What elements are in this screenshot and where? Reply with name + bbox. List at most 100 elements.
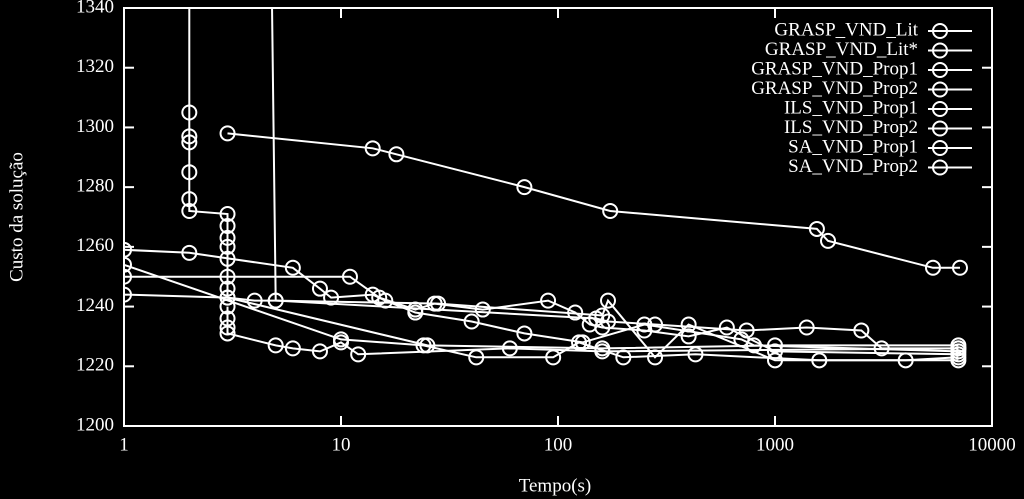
point <box>219 229 236 246</box>
point <box>516 179 533 196</box>
legend-label: GRASP_VND_Prop2 <box>751 78 918 99</box>
series-line <box>124 275 959 356</box>
y-tick-label: 1260 <box>76 235 114 256</box>
y-tick-label: 1300 <box>76 116 114 137</box>
point <box>219 125 236 142</box>
legend-marker <box>932 42 948 59</box>
point <box>600 292 617 309</box>
legend-marker <box>932 81 948 98</box>
point <box>124 256 132 273</box>
point <box>808 220 825 237</box>
series-line <box>271 8 959 350</box>
point <box>181 203 198 220</box>
y-tick-label: 1340 <box>76 0 114 17</box>
y-tick-label: 1220 <box>76 355 114 376</box>
point <box>687 346 704 363</box>
legend-label: GRASP_VND_Lit <box>774 19 918 40</box>
point <box>181 104 198 121</box>
point <box>738 322 755 339</box>
point <box>463 313 480 330</box>
point <box>124 241 132 258</box>
point <box>124 268 132 285</box>
point <box>388 146 405 163</box>
series-line <box>227 132 960 269</box>
legend-marker <box>932 120 948 137</box>
point <box>181 191 198 208</box>
point <box>516 325 533 342</box>
point <box>594 343 611 360</box>
point <box>602 203 619 220</box>
point <box>545 349 562 366</box>
legend-marker <box>932 23 948 39</box>
point <box>219 319 236 336</box>
point <box>647 349 664 366</box>
y-tick-label: 1240 <box>76 295 114 316</box>
point <box>311 343 328 360</box>
series-line <box>124 248 959 353</box>
point <box>364 140 381 157</box>
y-axis-label: Custo da solução <box>6 152 27 282</box>
x-tick-label: 1 <box>119 434 129 455</box>
point <box>571 334 588 351</box>
legend-label: GRASP_VND_Prop1 <box>751 58 918 79</box>
point <box>246 292 263 309</box>
legend-label: GRASP_VND_Lit* <box>765 39 918 60</box>
point <box>219 289 236 306</box>
plot-area <box>124 8 968 369</box>
x-tick-label: 10000 <box>968 434 1016 455</box>
legend-label: SA_VND_Prop1 <box>788 136 918 157</box>
point <box>311 280 328 297</box>
point <box>647 316 664 333</box>
point <box>124 286 132 303</box>
legend-label: SA_VND_Prop2 <box>788 156 918 177</box>
point <box>588 310 605 327</box>
point <box>767 352 783 369</box>
point <box>600 313 617 330</box>
point <box>181 244 198 261</box>
point <box>181 128 198 145</box>
point <box>219 238 236 255</box>
point <box>341 268 358 285</box>
point <box>371 289 388 306</box>
point <box>181 134 198 151</box>
point <box>820 232 837 249</box>
point <box>951 259 968 276</box>
point <box>501 340 518 357</box>
point <box>219 206 236 223</box>
legend-marker <box>932 101 948 117</box>
point <box>219 217 236 234</box>
y-tick-label: 1280 <box>76 176 114 197</box>
point <box>718 319 735 336</box>
point <box>181 164 198 181</box>
point <box>474 301 491 318</box>
point <box>284 259 301 276</box>
x-tick-label: 100 <box>544 434 573 455</box>
point <box>540 292 557 309</box>
point <box>873 340 890 357</box>
legend-marker <box>932 140 948 156</box>
point <box>415 337 432 354</box>
point <box>615 349 632 366</box>
point <box>267 337 284 354</box>
point <box>284 340 301 357</box>
point <box>350 346 367 363</box>
y-tick-label: 1200 <box>76 414 114 435</box>
point <box>680 316 697 333</box>
point <box>897 352 914 369</box>
series-line <box>124 263 959 362</box>
point <box>219 280 236 297</box>
point <box>950 349 967 366</box>
x-tick-label: 1000 <box>756 434 794 455</box>
point <box>468 349 485 366</box>
legend-label: ILS_VND_Prop1 <box>784 97 918 118</box>
legend-label: ILS_VND_Prop2 <box>784 117 918 138</box>
legend-marker <box>932 62 948 78</box>
point <box>950 340 967 357</box>
x-axis-label: Tempo(s) <box>519 475 592 496</box>
legend: GRASP_VND_LitGRASP_VND_Lit*GRASP_VND_Pro… <box>751 19 972 177</box>
x-tick-label: 10 <box>332 434 351 455</box>
legend-marker <box>932 159 948 176</box>
point <box>333 331 349 348</box>
y-tick-label: 1320 <box>76 56 114 77</box>
